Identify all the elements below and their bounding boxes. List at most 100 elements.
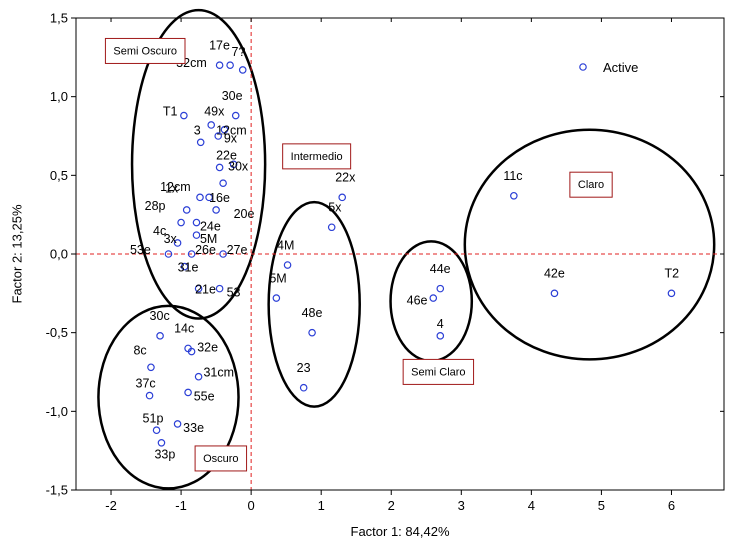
oscuro-label-box	[194, 445, 248, 472]
data-point-21	[187, 250, 196, 258]
claro-label-box	[569, 171, 613, 198]
data-point-20	[164, 250, 173, 258]
data-point-15	[212, 206, 220, 214]
data-point-47	[157, 438, 166, 447]
y-tick-label--1,5: -1,5	[46, 483, 68, 498]
data-point-25	[215, 284, 224, 293]
point-label-40: 32e	[197, 341, 218, 355]
x-axis-label: Factor 1: 84,42%	[351, 524, 450, 539]
data-point-4	[231, 111, 240, 120]
data-point-0	[215, 61, 224, 69]
oscuro-ellipse	[97, 304, 240, 490]
point-label-36: 42e	[544, 267, 565, 281]
data-point-28	[283, 261, 292, 269]
data-point-13	[205, 193, 213, 202]
point-label-1: 7?	[232, 45, 246, 59]
data-point-40	[187, 347, 196, 356]
point-label-44: 55e	[194, 389, 215, 403]
data-point-42	[194, 372, 203, 381]
data-point-34	[436, 332, 445, 340]
intermedio-label-text: Intermedio	[291, 151, 343, 163]
y-tick-label-1,0: 1,0	[50, 89, 68, 104]
x-tick-label--2: -2	[105, 498, 117, 513]
point-label-22: 27e	[227, 243, 248, 257]
point-label-38: 30c	[150, 309, 170, 323]
point-label-17: 24e	[200, 219, 221, 233]
semi-claro-label: Semi Claro	[402, 358, 475, 385]
point-label-16: 4c	[153, 224, 166, 238]
data-point-36	[550, 289, 559, 298]
point-label-25: 53	[227, 285, 241, 299]
intermedio-label: Intermedio	[282, 143, 352, 170]
point-label-18: 3x	[164, 232, 178, 246]
y-tick-label-0,5: 0,5	[50, 168, 68, 183]
y-axis-label: Factor 2: 13,25%	[9, 204, 24, 303]
data-point-14	[182, 206, 191, 214]
data-point-30	[308, 328, 316, 337]
semi-oscuro-ellipse	[130, 8, 267, 320]
data-point-18	[173, 239, 182, 247]
oscuro-label: Oscuro	[194, 445, 248, 472]
intermedio-ellipse	[267, 200, 361, 408]
data-point-3	[180, 111, 188, 120]
data-point-43	[145, 391, 154, 400]
data-point-41	[147, 363, 155, 372]
point-label-6: 12cm	[216, 123, 247, 137]
point-label-24: 21e	[195, 282, 216, 296]
point-label-14: 28p	[145, 199, 166, 213]
data-point-11	[219, 179, 227, 188]
x-tick-label-3: 3	[458, 498, 465, 513]
data-point-35	[510, 191, 518, 200]
point-label-28: 4M	[277, 238, 294, 252]
point-label-0: 17e	[209, 38, 230, 52]
y-tick-label-1,5: 1,5	[50, 11, 68, 26]
point-label-21: 26e	[195, 243, 216, 257]
point-label-30: 48e	[302, 306, 323, 320]
point-label-47: 33p	[154, 448, 175, 462]
data-point-24	[194, 284, 203, 293]
point-label-31: 23	[297, 361, 311, 375]
x-tick-label--1: -1	[175, 498, 187, 513]
point-label-42: 31cm	[203, 366, 234, 380]
data-point-5	[207, 121, 216, 129]
point-label-13: 16e	[209, 191, 230, 205]
data-point-38	[156, 332, 164, 340]
data-point-17	[192, 218, 201, 227]
y-tick-label--0,5: -0,5	[46, 325, 68, 340]
x-tick-label-2: 2	[388, 498, 395, 513]
point-label-19: 5M	[200, 232, 217, 246]
data-point-31	[299, 383, 308, 392]
group-labels: Semi Oscuro Intermedio Claro Semi Claro Oscu…	[104, 37, 613, 472]
point-label-29: 5M	[269, 271, 286, 285]
y-tick-label--1,0: -1,0	[46, 404, 68, 419]
y-tick-label-0,0: 0,0	[50, 247, 68, 262]
point-label-45: 51p	[143, 411, 164, 425]
intermedio-label-box	[282, 143, 352, 170]
data-point-44	[184, 388, 192, 397]
data-point-33	[429, 294, 438, 302]
data-point-45	[152, 426, 161, 435]
point-label-11: 12cm	[160, 180, 191, 194]
point-label-5: 49x	[204, 105, 225, 119]
point-label-8: 9x	[224, 131, 238, 145]
data-point-9	[215, 163, 224, 172]
data-point-37	[667, 289, 676, 298]
point-label-27: 5x	[328, 201, 342, 215]
cluster-ellipses	[97, 8, 716, 490]
point-label-15: 20e	[234, 207, 255, 221]
point-label-35: 11c	[503, 169, 522, 183]
x-tick-label-6: 6	[668, 498, 675, 513]
data-point-8	[214, 132, 223, 140]
x-tick-label-0: 0	[248, 498, 255, 513]
data-point-6	[220, 125, 229, 134]
x-tick-label-1: 1	[318, 498, 325, 513]
data-point-23	[180, 262, 189, 271]
point-label-46: 33e	[183, 421, 204, 435]
point-label-3: T1	[163, 105, 178, 119]
point-label-39: 14c	[174, 322, 194, 336]
data-point-10	[229, 160, 238, 169]
claro-label: Claro	[569, 171, 613, 198]
point-label-41: 8c	[133, 344, 146, 358]
axes: -2 -1 0 1 2 3 4 5 6-1,5-1,0-0,50,00,51,01,5	[46, 11, 724, 513]
data-point-2	[238, 66, 247, 74]
